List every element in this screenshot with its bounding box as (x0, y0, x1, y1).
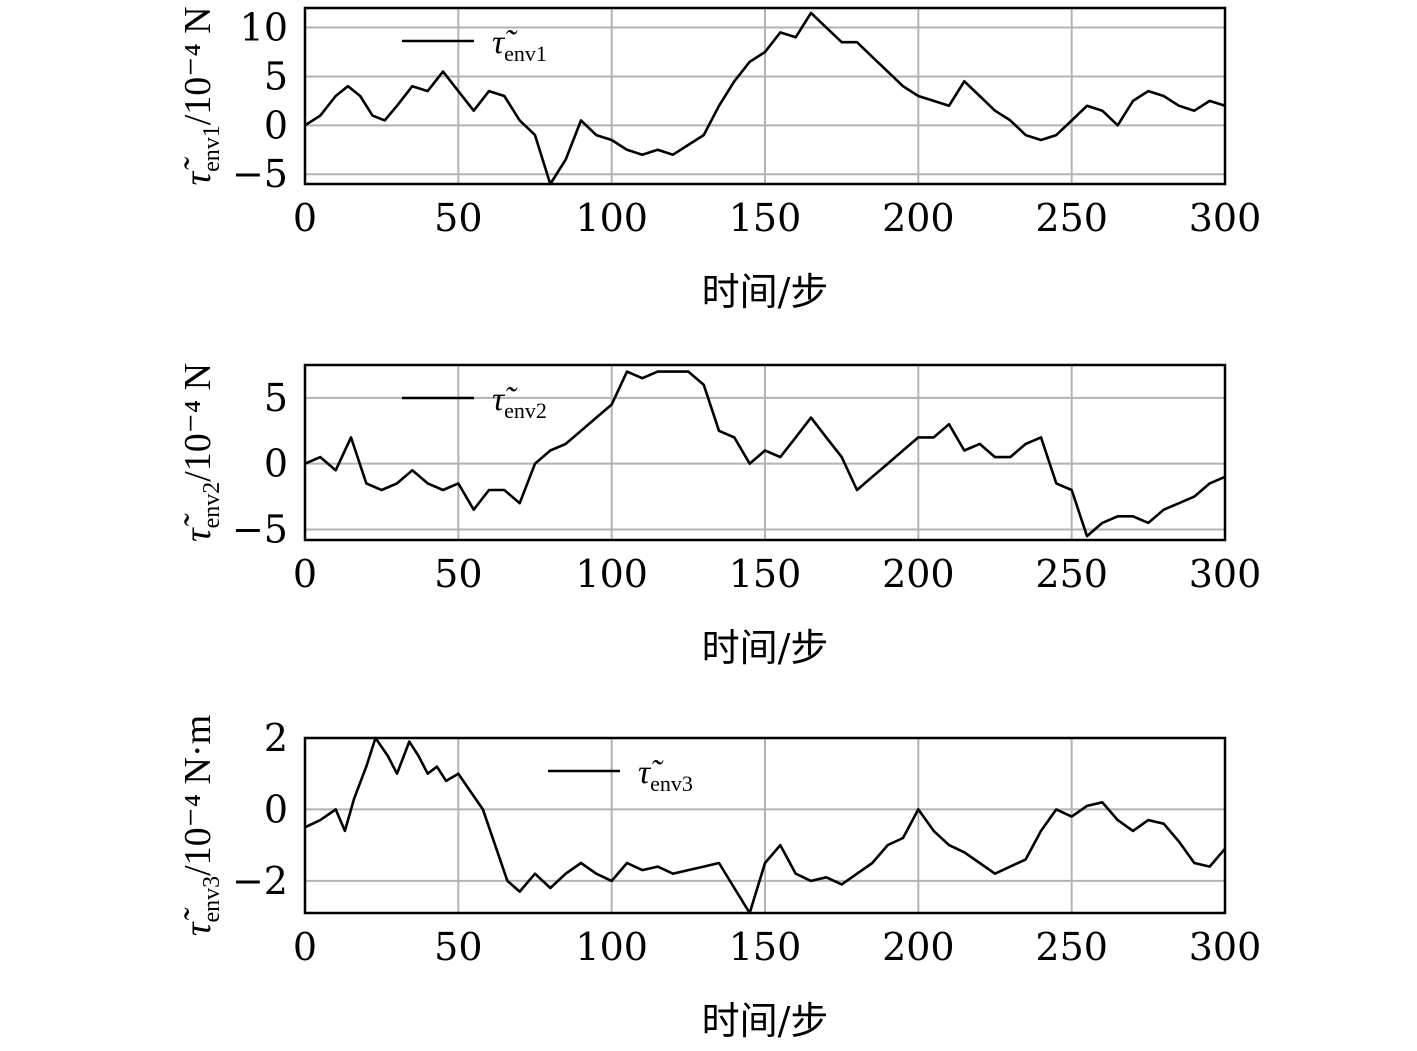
x-tick-label: 0 (293, 552, 317, 596)
x-tick-label: 100 (575, 925, 648, 969)
y-axis-label-unit: /10⁻⁴ N·m (177, 715, 219, 876)
x-tick-label: 300 (1189, 552, 1262, 596)
y-tick-label: 2 (264, 716, 288, 760)
y-tick-label: 0 (264, 442, 288, 486)
y-axis-label: τ̃env3/10⁻⁴ N·m (177, 715, 225, 936)
y-axis-label-subscript: env2 (199, 482, 225, 529)
x-tick-label: 250 (1035, 925, 1108, 969)
x-tick-label: 200 (882, 552, 955, 596)
plot-frame (303, 6, 1227, 186)
y-axis-label: τ̃env2/10⁻⁴ N (177, 363, 225, 542)
y-tick-label: −2 (232, 859, 288, 903)
x-axis-label: 时间/步 (702, 626, 829, 670)
x-tick-label: 150 (729, 552, 802, 596)
x-tick-label: 0 (293, 196, 317, 240)
plot-frame (303, 363, 1227, 542)
series-line-env2 (304, 370, 1226, 538)
legend-label: τ̃env1 (492, 24, 547, 66)
y-tick-label: 10 (240, 6, 288, 50)
x-tick-label: 200 (882, 925, 955, 969)
y-axis-label: τ̃env1/10⁻⁴ N (177, 6, 225, 185)
y-axis-label-unit: /10⁻⁴ N (177, 363, 219, 482)
y-tick-label: −5 (232, 507, 288, 551)
x-tick-label: 0 (293, 925, 317, 969)
y-axis-label-unit: /10⁻⁴ N (177, 6, 219, 125)
y-tick-label: 5 (264, 376, 288, 420)
x-tick-label: 100 (575, 196, 648, 240)
subplot-env1: 0 50 100 150 200 250 3001050−5τ̃env1时间/步τ̃env1… (177, 6, 1261, 314)
legend-subscript: env2 (504, 398, 547, 423)
x-tick-label: 150 (729, 925, 802, 969)
plot-frame (303, 736, 1227, 915)
x-tick-label: 250 (1035, 552, 1108, 596)
x-tick-label: 100 (575, 552, 648, 596)
legend-label: τ̃env3 (638, 754, 693, 796)
legend-subscript: env1 (504, 41, 547, 66)
x-axis-label: 时间/步 (702, 999, 829, 1043)
y-axis-label-subscript: env3 (199, 876, 225, 923)
x-tick-label: 250 (1035, 196, 1108, 240)
y-tick-label: 0 (264, 103, 288, 147)
series-line-env3 (304, 736, 1226, 915)
y-tick-label: −5 (232, 152, 288, 196)
x-tick-label: 50 (434, 196, 482, 240)
x-tick-label: 150 (729, 196, 802, 240)
x-tick-label: 200 (882, 196, 955, 240)
legend-label: τ̃env2 (492, 381, 547, 423)
y-tick-label: 5 (264, 54, 288, 98)
x-tick-label: 50 (434, 552, 482, 596)
y-axis-label-subscript: env1 (199, 125, 225, 172)
y-tick-label: 0 (264, 787, 288, 831)
x-tick-label: 300 (1189, 196, 1262, 240)
x-tick-label: 300 (1189, 925, 1262, 969)
subplot-env3: 0 50 100 150 200 250 30020−2τ̃env3时间/步τ̃env3/1… (177, 715, 1261, 1043)
series-line-env1 (304, 11, 1226, 186)
x-axis-label: 时间/步 (702, 270, 829, 314)
subplot-env2: 0 50 100 150 200 250 30050−5τ̃env2时间/步τ̃env2/1… (177, 363, 1261, 670)
x-tick-label: 50 (434, 925, 482, 969)
legend-subscript: env3 (650, 771, 693, 796)
